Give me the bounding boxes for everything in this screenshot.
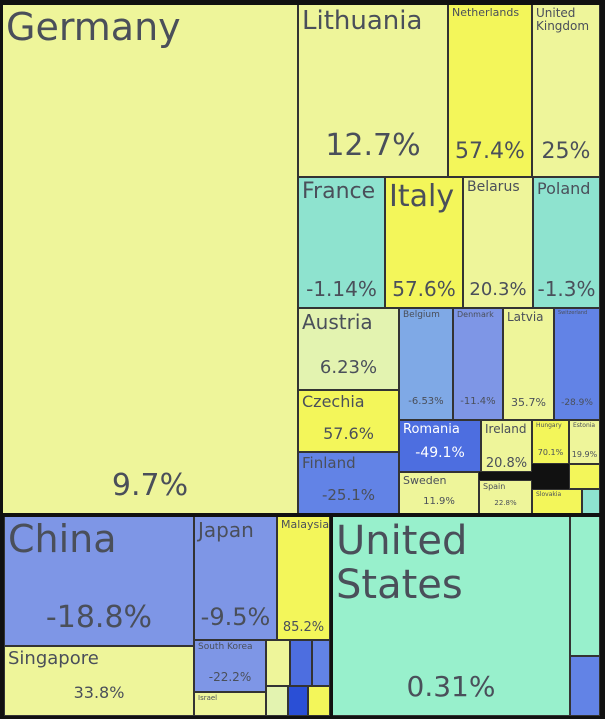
tile-label: Belgium (403, 310, 440, 320)
tile-value: 19.9% (571, 450, 598, 459)
tile-value: 35.7% (511, 396, 546, 409)
tile-switzerland[interactable]: Switzerland -28.9% (554, 308, 600, 420)
tile-value: -18.8% (45, 600, 153, 635)
tile-france[interactable]: France -1.14% (298, 177, 385, 308)
tile-value: 70.1% (537, 448, 564, 457)
small-tile (570, 516, 600, 656)
tile-value: 9.7% (111, 468, 189, 503)
tile-value: 22.8% (494, 499, 517, 507)
tile-value: 12.7% (325, 128, 421, 163)
small-tile (570, 656, 600, 716)
tile-china[interactable]: China -18.8% (4, 516, 194, 646)
tile-romania[interactable]: Romania -49.1% (399, 420, 481, 472)
tile-latvia[interactable]: Latvia 35.7% (503, 308, 554, 420)
tile-israel[interactable]: Israel (194, 692, 266, 716)
tile-label: United Kingdom (536, 6, 590, 34)
tile-belarus[interactable]: Belarus 20.3% (463, 177, 533, 308)
tile-label: Belarus (467, 179, 520, 195)
tile-label: Czechia (302, 392, 365, 411)
small-tile (266, 686, 288, 716)
tile-label: Italy (389, 179, 455, 214)
tile-label: Lithuania (302, 6, 423, 36)
tile-value: -6.53% (408, 396, 444, 407)
small-tile (569, 464, 600, 489)
tile-value: -1.3% (537, 277, 596, 301)
tile-label: Singapore (8, 648, 99, 669)
tile-label: South Korea (198, 642, 253, 652)
tile-label: Japan (198, 518, 254, 542)
tile-lithuania[interactable]: Lithuania 12.7% (298, 4, 448, 177)
tile-united-kingdom[interactable]: United Kingdom 25% (532, 4, 600, 177)
tile-spain[interactable]: Spain 22.8% (479, 480, 532, 514)
tile-label: Estonia (573, 422, 596, 429)
tile-sweden[interactable]: Sweden 11.9% (399, 472, 479, 514)
tile-label: France (302, 179, 376, 204)
tile-label: Israel (198, 694, 218, 702)
tile-value: 57.6% (392, 277, 456, 301)
tile-value: -9.5% (200, 603, 271, 631)
tile-label: United States (336, 518, 468, 608)
tile-label: Malaysia (281, 518, 330, 531)
tile-label: China (8, 517, 117, 561)
tile-label: Sweden (403, 474, 447, 487)
tile-value: 33.8% (73, 683, 125, 702)
tile-label: Austria (302, 310, 373, 334)
tile-value: -28.9% (561, 398, 593, 408)
small-tile (582, 489, 600, 514)
tile-netherlands[interactable]: Netherlands 57.4% (448, 4, 532, 177)
tile-ireland[interactable]: Ireland 20.8% (481, 420, 532, 472)
tile-japan[interactable]: Japan -9.5% (194, 516, 277, 640)
tile-estonia[interactable]: Estonia 19.9% (569, 420, 600, 464)
tile-label: Poland (537, 179, 591, 198)
tile-italy[interactable]: Italy 57.6% (385, 177, 463, 308)
tile-value: 20.8% (485, 456, 528, 471)
tile-austria[interactable]: Austria 6.23% (298, 308, 399, 390)
tile-malaysia[interactable]: Malaysia 85.2% (277, 516, 330, 640)
tile-value: 25% (541, 139, 591, 164)
tile-value: 0.31% (406, 670, 496, 703)
small-tile (308, 686, 330, 716)
tile-value: 57.4% (455, 139, 525, 164)
tile-label: Ireland (485, 422, 527, 436)
tile-singapore[interactable]: Singapore 33.8% (4, 646, 194, 716)
tile-label: Finland (302, 454, 356, 472)
tile-value: 20.3% (469, 279, 527, 300)
tile-value: 11.9% (423, 496, 455, 507)
tile-czechia[interactable]: Czechia 57.6% (298, 390, 399, 452)
tile-hungary[interactable]: Hungary 70.1% (532, 420, 569, 464)
tile-label: Hungary (536, 422, 562, 429)
small-tile (290, 640, 312, 686)
tile-belgium[interactable]: Belgium -6.53% (399, 308, 453, 420)
tile-finland[interactable]: Finland -25.1% (298, 452, 399, 514)
tile-label: Spain (483, 482, 506, 491)
tile-value: 85.2% (282, 620, 325, 635)
tile-label: Switzerland (558, 310, 588, 316)
tile-value: -1.14% (306, 277, 377, 301)
tile-value: -22.2% (208, 670, 252, 684)
tile-label: Netherlands (452, 6, 520, 19)
tile-value: 6.23% (319, 357, 378, 378)
tile-value: -11.4% (460, 396, 496, 407)
tile-value: 57.6% (323, 424, 374, 443)
tile-germany[interactable]: Germany 9.7% (2, 4, 298, 514)
tile-united-states[interactable]: United States 0.31% (332, 516, 570, 716)
small-tile (312, 640, 330, 686)
tile-label: Denmark (457, 310, 494, 319)
tile-label: Germany (6, 5, 181, 49)
tile-denmark[interactable]: Denmark -11.4% (453, 308, 503, 420)
tile-value: -25.1% (321, 486, 376, 504)
tile-value: -49.1% (415, 445, 465, 461)
tile-label: Slovakia (536, 491, 562, 498)
tile-south-korea[interactable]: South Korea -22.2% (194, 640, 266, 692)
small-tile (288, 686, 308, 716)
small-tile (266, 640, 290, 686)
tile-label: Latvia (507, 310, 544, 324)
tile-slovakia[interactable]: Slovakia (532, 489, 582, 514)
tile-poland[interactable]: Poland -1.3% (533, 177, 600, 308)
tile-label: Romania (403, 422, 460, 437)
